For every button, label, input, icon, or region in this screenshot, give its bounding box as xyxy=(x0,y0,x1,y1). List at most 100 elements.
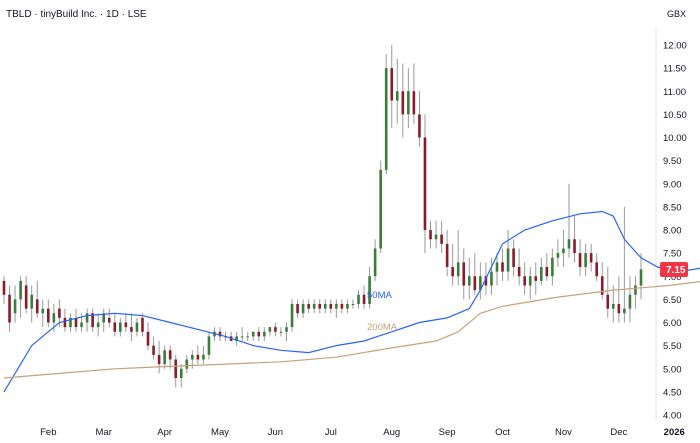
y-tick-label: 8.00 xyxy=(663,226,682,237)
candle-body xyxy=(528,276,532,286)
candle-body xyxy=(58,308,61,318)
y-tick-label: 5.50 xyxy=(663,341,682,352)
candle-body xyxy=(628,294,632,309)
ma-label-50: 50MA xyxy=(367,290,392,301)
candle-body xyxy=(268,327,272,332)
candle-body xyxy=(539,267,543,281)
candle-body xyxy=(301,304,305,314)
ma-label-200: 200MA xyxy=(367,322,398,333)
y-axis: 4.00 4.50 5.00 5.50 6.00 6.50 7.00 7.50 8.00 8.50… xyxy=(663,41,687,422)
candle-body xyxy=(479,276,482,291)
candle-body xyxy=(595,262,598,277)
candle-body xyxy=(484,276,488,286)
candle-body xyxy=(556,253,560,258)
last-price-badge xyxy=(660,262,688,277)
candle-body xyxy=(24,285,28,309)
candle-body xyxy=(63,317,67,328)
candle-body xyxy=(179,368,183,378)
candle-body xyxy=(263,331,266,337)
y-tick-label: 6.00 xyxy=(663,318,682,329)
candle-body xyxy=(395,91,399,101)
x-tick-label: Jul xyxy=(325,427,337,438)
x-tick-label: Nov xyxy=(555,427,572,438)
candle-body xyxy=(617,304,621,314)
candle-body xyxy=(429,230,432,240)
candle-body xyxy=(335,304,338,309)
candle-body xyxy=(340,304,344,309)
last-price-tag: 7.15 xyxy=(660,262,688,277)
candle-body xyxy=(567,239,571,249)
candle-body xyxy=(390,68,394,101)
candle-body xyxy=(517,267,521,277)
candle-body xyxy=(512,248,515,267)
candle-body xyxy=(35,299,39,314)
candle-body xyxy=(279,331,283,333)
candle-body xyxy=(96,322,100,328)
candle-body xyxy=(329,304,333,309)
candle-body xyxy=(274,327,277,332)
candle-body xyxy=(174,359,178,378)
candle-body xyxy=(634,285,637,295)
candle-body xyxy=(490,271,493,286)
candle-body xyxy=(589,253,593,263)
candles-layer xyxy=(2,45,643,388)
y-tick-label: 8.50 xyxy=(663,202,682,213)
candle-body xyxy=(257,331,261,337)
x-tick-label: Apr xyxy=(157,427,172,438)
candle-body xyxy=(52,313,56,323)
candle-body xyxy=(285,327,288,332)
candle-body xyxy=(240,336,244,338)
y-tick-label: 9.00 xyxy=(663,179,682,190)
x-tick-label: Oct xyxy=(495,427,510,438)
y-tick-label: 11.00 xyxy=(663,87,686,98)
candle-body xyxy=(113,322,117,332)
candle-body xyxy=(135,322,139,332)
candle-body xyxy=(357,294,360,304)
moving-averages-layer: 50MA 200MA xyxy=(3,210,700,393)
candle-body xyxy=(545,267,549,277)
candle-body xyxy=(534,276,538,281)
candle-body xyxy=(434,234,438,240)
candle-body xyxy=(235,336,238,341)
candle-body xyxy=(152,345,155,355)
candle-body xyxy=(412,91,416,115)
candle-body xyxy=(207,336,211,355)
candle-body xyxy=(379,169,382,249)
x-tick-label: Sep xyxy=(439,427,456,438)
y-tick-label: 11.50 xyxy=(663,64,686,75)
candle-body xyxy=(312,304,316,309)
last-price-value: 7.15 xyxy=(666,265,686,276)
candle-body xyxy=(19,280,22,300)
candle-body xyxy=(13,299,17,314)
candle-body xyxy=(368,276,371,304)
y-tick-label: 7.50 xyxy=(663,249,682,260)
candle-body xyxy=(346,304,349,309)
candle-body xyxy=(246,336,250,338)
candle-body xyxy=(2,280,6,295)
y-tick-label: 4.50 xyxy=(663,387,682,398)
y-tick-label: 7.00 xyxy=(663,272,682,283)
y-tick-label: 12.00 xyxy=(663,41,687,52)
candle-body xyxy=(473,276,477,291)
candle-body xyxy=(119,322,122,332)
candle-body xyxy=(218,331,222,337)
y-tick-label: 4.00 xyxy=(663,411,682,422)
candle-body xyxy=(401,91,405,115)
candle-body xyxy=(307,304,310,309)
y-tick-label: 5.00 xyxy=(663,364,682,375)
x-tick-label: Jun xyxy=(268,427,283,438)
candle-body xyxy=(69,317,72,328)
candle-body xyxy=(362,294,366,304)
candle-body xyxy=(523,276,526,286)
candle-body xyxy=(606,294,610,309)
x-tick-label: Aug xyxy=(383,427,400,438)
candle-body xyxy=(578,253,582,267)
candle-body xyxy=(418,114,421,138)
candle-body xyxy=(440,234,443,244)
candle-body xyxy=(8,294,11,323)
candle-body xyxy=(384,68,388,170)
candle-body xyxy=(168,350,172,360)
x-tick-label: Feb xyxy=(40,427,56,438)
candle-body xyxy=(124,322,128,328)
